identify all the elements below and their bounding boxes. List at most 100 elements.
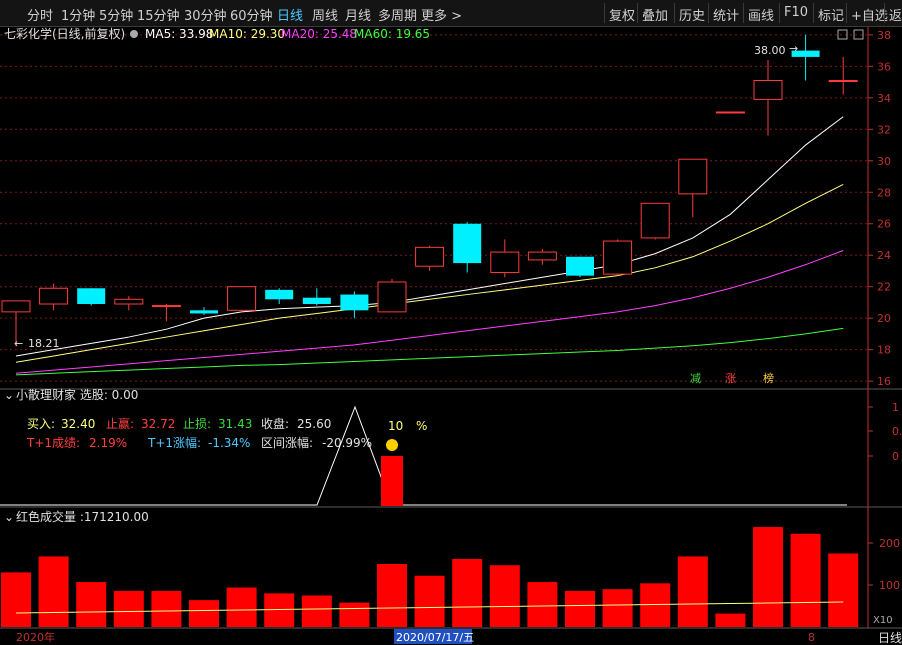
y-tick-label: 24 [877, 249, 891, 262]
y-tick-label: 38 [877, 29, 891, 42]
candle-body [151, 305, 181, 308]
y-tick-label: 36 [877, 60, 891, 73]
volume-unit: X10 [873, 615, 893, 626]
volume-tick-label: 100 [879, 579, 900, 592]
candle-body [715, 111, 745, 114]
toolbar-separator [884, 3, 885, 23]
y-tick-label: 22 [877, 281, 891, 294]
count-label: 10 [388, 419, 403, 433]
date-label: 2020/07/17/五 [396, 631, 474, 644]
period-label: 日线 [878, 631, 902, 645]
candle-body [678, 158, 708, 195]
volume-bar [828, 553, 859, 627]
high-marker-arrow: → [789, 42, 798, 55]
close-label: 收盘: [261, 416, 289, 431]
toolbar-separator [846, 3, 847, 23]
candle-body [377, 281, 407, 313]
tab-period-5[interactable]: 60分钟 [230, 9, 273, 24]
low-marker: 18.21 [28, 337, 60, 350]
toolbar-button-1[interactable]: 叠加 [642, 9, 669, 24]
toolbar-separator [779, 3, 780, 23]
range-label: 区间涨幅: [261, 435, 313, 450]
toolbar-separator [708, 3, 709, 23]
volume-bar [790, 533, 821, 627]
toolbar-button-8[interactable]: 返 [889, 9, 902, 24]
toolbar-button-5[interactable]: F10 [784, 5, 809, 20]
tab-period-9[interactable]: 多周期 [378, 9, 418, 24]
toolbar-button-6[interactable]: 标记 [818, 9, 845, 24]
indicator-bar [381, 456, 403, 506]
tab-period-4[interactable]: 30分钟 [184, 9, 227, 24]
tab-period-10[interactable]: 更多 > [421, 9, 463, 24]
ma20-line [15, 250, 844, 374]
volume-bar [226, 587, 257, 627]
volume-bar [151, 590, 182, 627]
restore-icon [837, 29, 848, 40]
volume-bar [527, 582, 558, 627]
volume-bar [452, 558, 483, 627]
candle-body [77, 288, 106, 305]
volume-bar [38, 556, 69, 627]
volume-bar [339, 602, 370, 627]
volume-bar [377, 564, 407, 627]
smiley-icon [386, 439, 398, 451]
ma5-line [15, 116, 844, 357]
y-tick-label: 20 [877, 312, 891, 325]
y-tick-label: 28 [877, 186, 891, 199]
tab-period-3[interactable]: 15分钟 [137, 9, 180, 24]
indicator-tick-label: 1 [892, 401, 899, 414]
indicator-tick-label: 0.5 [892, 425, 902, 438]
tab-period-2[interactable]: 5分钟 [99, 9, 134, 24]
badge-1: 涨 [725, 372, 736, 385]
volume-bar [113, 590, 144, 627]
t1-change-label: T+1涨幅: [147, 435, 201, 450]
toolbar-button-0[interactable]: 复权 [609, 9, 636, 24]
volume-title-arrow: ⌄ [4, 510, 14, 524]
indicator-signal-line [0, 405, 384, 506]
ma10-line [15, 183, 844, 363]
toolbar-button-3[interactable]: 统计 [713, 9, 740, 24]
t1-result-value: 2.19% [89, 436, 127, 450]
range-value: -20.99% [322, 436, 372, 450]
candle-body [415, 246, 445, 267]
indicator-title: 小散理财家 选股: 0.00 [16, 387, 138, 402]
tab-period-8[interactable]: 月线 [345, 9, 372, 24]
volume-bar [489, 565, 520, 627]
ma10-label: MA10: 29.30 [209, 27, 285, 41]
candle-body [753, 80, 783, 100]
toolbar-button-7[interactable]: +自选 [851, 9, 888, 24]
percent-label: % [416, 419, 427, 433]
tab-period-6[interactable]: 日线 [277, 9, 304, 24]
volume-bar [640, 583, 671, 627]
y-tick-label: 32 [877, 123, 891, 136]
volume-tick-label: 200 [879, 537, 900, 550]
ma60-label: MA60: 19.65 [354, 27, 430, 41]
date-cursor [394, 629, 472, 644]
toolbar-button-2[interactable]: 历史 [679, 9, 706, 24]
toolbar-button-4[interactable]: 画线 [748, 9, 775, 24]
candle-body [527, 251, 557, 261]
volume-bar [189, 600, 219, 627]
volume-bar [1, 572, 31, 627]
toolbar-separator [743, 3, 744, 23]
tab-period-7[interactable]: 周线 [312, 9, 339, 24]
candle-body [566, 256, 594, 276]
toolbar: 分时 1分钟 5分钟 15分钟 30分钟 60分钟 日线 周线 月线 多周期 更多 > 复权 叠加 历史统… [0, 0, 902, 27]
buy-label: 买入: [27, 417, 55, 431]
volume-bar [565, 590, 595, 627]
candle-body [1, 300, 31, 313]
candle-body [640, 202, 670, 239]
volume-bar [677, 556, 708, 627]
volume-title: 红色成交量 :171210.00 [16, 509, 149, 524]
axis-year: 2020年 [16, 630, 55, 644]
volume-bar [414, 575, 445, 627]
candle-body [828, 80, 858, 83]
y-tick-label: 34 [877, 92, 891, 105]
ma5-label: MA5: 33.98 [145, 27, 213, 41]
tab-period-0[interactable]: 分时 [27, 9, 54, 24]
t1-change-value: -1.34% [208, 436, 250, 450]
toolbar-separator [637, 3, 638, 23]
volume-bar [76, 582, 107, 627]
tab-period-1[interactable]: 1分钟 [61, 9, 96, 24]
